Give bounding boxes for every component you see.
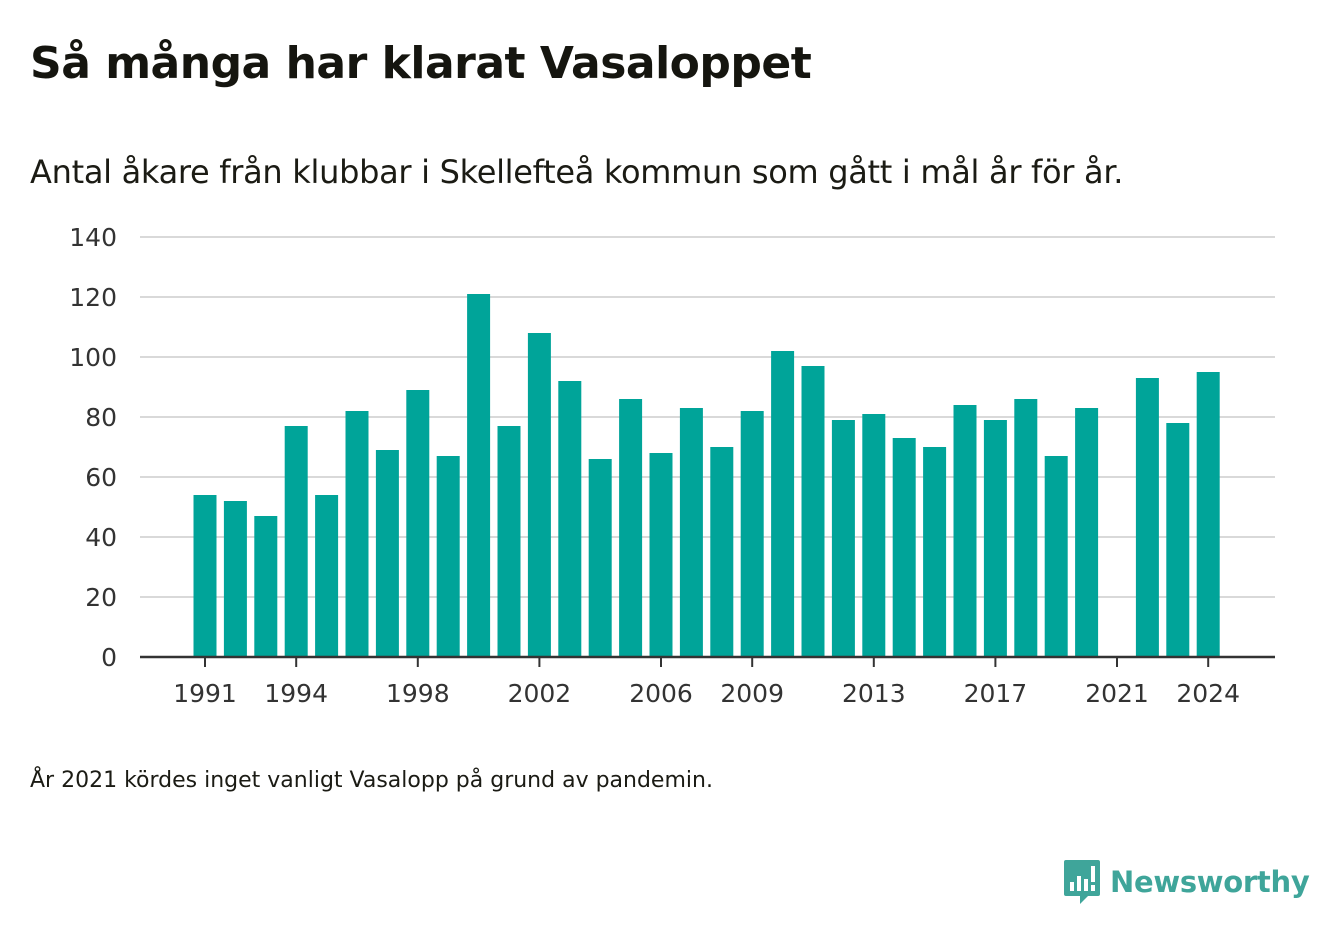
- bar: [801, 366, 825, 657]
- bar: [892, 438, 916, 657]
- y-tick-label: 100: [69, 343, 117, 372]
- bar: [315, 495, 339, 657]
- bar: [375, 450, 399, 657]
- chart-title: Så många har klarat Vasaloppet: [30, 38, 812, 89]
- bar: [831, 420, 855, 657]
- brand-logo: Newsworthy: [1062, 858, 1310, 906]
- bar: [467, 294, 491, 657]
- y-tick-label: 40: [85, 523, 117, 552]
- bar: [1135, 378, 1159, 657]
- newsworthy-logo-icon: [1064, 860, 1100, 904]
- x-tick-label: 2006: [629, 679, 693, 708]
- x-tick-label: 2013: [842, 679, 906, 708]
- bar: [1044, 456, 1068, 657]
- bar: [284, 426, 308, 657]
- x-tick-label: 2021: [1085, 679, 1149, 708]
- bars: [193, 294, 1220, 657]
- bar: [862, 414, 886, 657]
- bar: [983, 420, 1007, 657]
- footnote: År 2021 kördes inget vanligt Vasalopp på…: [30, 768, 713, 793]
- x-tick-label: 2017: [964, 679, 1028, 708]
- y-tick-label: 60: [85, 463, 117, 492]
- x-tick-label: 1994: [264, 679, 328, 708]
- x-tick-label: 2024: [1176, 679, 1240, 708]
- x-tick-label: 1998: [386, 679, 450, 708]
- gridlines: [140, 236, 1275, 598]
- bar: [436, 456, 460, 657]
- brand-name: Newsworthy: [1110, 865, 1310, 899]
- y-tick-label: 20: [85, 583, 117, 612]
- bar: [406, 390, 430, 657]
- y-tick-label: 120: [69, 283, 117, 312]
- bar: [345, 411, 369, 657]
- bar: [1014, 399, 1038, 657]
- bar: [558, 381, 582, 657]
- bar: [710, 447, 734, 657]
- bar: [740, 411, 764, 657]
- bar: [223, 501, 247, 657]
- x-tick-label: 2002: [508, 679, 572, 708]
- y-axis-ticks: 0 20 40 60 80 100 120 140: [69, 223, 117, 672]
- x-tick-label: 2009: [720, 679, 784, 708]
- bar: [1166, 423, 1190, 657]
- bar: [771, 351, 795, 657]
- x-axis-ticks: 1991 1994 1998 2002 2006 2009 2013 2017 2021 2024: [173, 657, 1240, 708]
- bar: [923, 447, 947, 657]
- bar: [527, 333, 551, 657]
- bar: [619, 399, 643, 657]
- bar: [1075, 408, 1099, 657]
- bar: [497, 426, 521, 657]
- bar: [193, 495, 217, 657]
- bar: [588, 459, 612, 657]
- x-tick-label: 1991: [173, 679, 237, 708]
- chart-subtitle: Antal åkare från klubbar i Skellefteå ko…: [30, 153, 1124, 191]
- bar: [1196, 372, 1220, 657]
- y-tick-label: 0: [101, 643, 117, 672]
- y-tick-label: 80: [85, 403, 117, 432]
- y-tick-label: 140: [69, 223, 117, 252]
- bar: [679, 408, 703, 657]
- bar: [254, 516, 278, 657]
- bar: [649, 453, 673, 657]
- bar: [953, 405, 977, 657]
